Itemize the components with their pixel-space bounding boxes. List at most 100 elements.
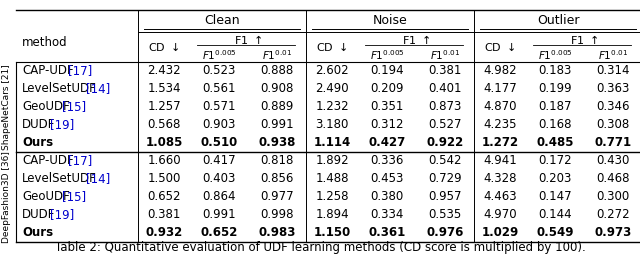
Text: 0.771: 0.771: [595, 136, 632, 149]
Text: 1.029: 1.029: [481, 227, 518, 240]
Text: LevelSetUDF: LevelSetUDF: [22, 82, 97, 95]
Text: 2.602: 2.602: [315, 64, 349, 77]
Text: ShapeNetCars [21]: ShapeNetCars [21]: [3, 64, 12, 150]
Text: 2.432: 2.432: [147, 64, 181, 77]
Text: 4.177: 4.177: [483, 82, 517, 95]
Text: 4.970: 4.970: [483, 209, 517, 222]
Text: 0.991: 0.991: [202, 209, 236, 222]
Text: 1.114: 1.114: [314, 136, 351, 149]
Text: 0.194: 0.194: [370, 64, 404, 77]
Text: 1.488: 1.488: [316, 173, 349, 186]
Text: 0.535: 0.535: [428, 209, 461, 222]
Text: 0.147: 0.147: [538, 191, 572, 204]
Text: 1.500: 1.500: [147, 173, 180, 186]
Text: 0.652: 0.652: [200, 227, 237, 240]
Text: 0.172: 0.172: [538, 154, 572, 167]
Text: 0.729: 0.729: [428, 173, 462, 186]
Text: F1 $\uparrow$: F1 $\uparrow$: [402, 33, 430, 46]
Text: 1.257: 1.257: [147, 100, 181, 113]
Text: 0.568: 0.568: [147, 118, 180, 131]
Text: 0.312: 0.312: [371, 118, 404, 131]
Text: 0.314: 0.314: [596, 64, 630, 77]
Text: 0.144: 0.144: [538, 209, 572, 222]
Text: 0.468: 0.468: [596, 173, 630, 186]
Text: [17]: [17]: [68, 154, 92, 167]
Text: 0.977: 0.977: [260, 191, 294, 204]
Text: 2.490: 2.490: [315, 82, 349, 95]
Text: 0.542: 0.542: [428, 154, 461, 167]
Text: 0.818: 0.818: [260, 154, 294, 167]
Text: 0.308: 0.308: [596, 118, 630, 131]
Text: 0.361: 0.361: [369, 227, 406, 240]
Text: DeepFashion3D [36]: DeepFashion3D [36]: [3, 151, 12, 243]
Text: 0.938: 0.938: [259, 136, 296, 149]
Text: 0.652: 0.652: [147, 191, 180, 204]
Text: 0.453: 0.453: [371, 173, 404, 186]
Text: 0.381: 0.381: [428, 64, 461, 77]
Text: 0.430: 0.430: [596, 154, 630, 167]
Text: 0.991: 0.991: [260, 118, 294, 131]
Text: 4.463: 4.463: [483, 191, 517, 204]
Text: 0.485: 0.485: [536, 136, 573, 149]
Text: 1.258: 1.258: [316, 191, 349, 204]
Text: 0.401: 0.401: [428, 82, 461, 95]
Text: 0.922: 0.922: [426, 136, 463, 149]
Text: Ours: Ours: [22, 136, 53, 149]
Text: 0.510: 0.510: [200, 136, 237, 149]
Text: $F1^{0.01}$: $F1^{0.01}$: [430, 48, 460, 62]
Text: 0.527: 0.527: [428, 118, 461, 131]
Text: 0.183: 0.183: [538, 64, 572, 77]
Text: 0.856: 0.856: [260, 173, 294, 186]
Text: 0.300: 0.300: [596, 191, 630, 204]
Text: CAP-UDF: CAP-UDF: [22, 64, 74, 77]
Text: LevelSetUDF: LevelSetUDF: [22, 173, 97, 186]
Text: Outlier: Outlier: [537, 15, 579, 28]
Text: 0.272: 0.272: [596, 209, 630, 222]
Text: F1 $\uparrow$: F1 $\uparrow$: [570, 33, 598, 46]
Text: [15]: [15]: [62, 191, 86, 204]
Text: 0.417: 0.417: [202, 154, 236, 167]
Text: 4.328: 4.328: [483, 173, 516, 186]
Text: 1.534: 1.534: [147, 82, 180, 95]
Text: CAP-UDF: CAP-UDF: [22, 154, 74, 167]
Text: [15]: [15]: [62, 100, 86, 113]
Text: 0.381: 0.381: [147, 209, 180, 222]
Text: 1.150: 1.150: [314, 227, 351, 240]
Text: CD $\downarrow$: CD $\downarrow$: [148, 41, 180, 53]
Text: 0.380: 0.380: [371, 191, 404, 204]
Text: method: method: [22, 37, 68, 50]
Text: Table 2: Quantitative evaluation of UDF learning methods (CD score is multiplied: Table 2: Quantitative evaluation of UDF …: [54, 241, 586, 254]
Text: 0.199: 0.199: [538, 82, 572, 95]
Text: 0.403: 0.403: [202, 173, 236, 186]
Text: 4.982: 4.982: [483, 64, 517, 77]
Text: $F1^{0.005}$: $F1^{0.005}$: [202, 48, 236, 62]
Text: 0.523: 0.523: [202, 64, 236, 77]
Text: 0.903: 0.903: [202, 118, 236, 131]
Text: 1.232: 1.232: [315, 100, 349, 113]
Text: 0.549: 0.549: [536, 227, 573, 240]
Text: 0.973: 0.973: [595, 227, 632, 240]
Text: 0.363: 0.363: [596, 82, 630, 95]
Text: 0.889: 0.889: [260, 100, 294, 113]
Text: [14]: [14]: [86, 173, 110, 186]
Text: 0.864: 0.864: [202, 191, 236, 204]
Text: 0.336: 0.336: [371, 154, 404, 167]
Text: Ours: Ours: [22, 227, 53, 240]
Text: 0.932: 0.932: [145, 227, 182, 240]
Text: Clean: Clean: [204, 15, 240, 28]
Text: 0.571: 0.571: [202, 100, 236, 113]
Text: 1.894: 1.894: [315, 209, 349, 222]
Text: 0.983: 0.983: [259, 227, 296, 240]
Text: 0.957: 0.957: [428, 191, 461, 204]
Text: 0.203: 0.203: [538, 173, 572, 186]
Text: $F1^{0.005}$: $F1^{0.005}$: [370, 48, 404, 62]
Text: 0.209: 0.209: [371, 82, 404, 95]
Text: 1.660: 1.660: [147, 154, 181, 167]
Text: [19]: [19]: [50, 118, 74, 131]
Text: [19]: [19]: [50, 209, 74, 222]
Text: 0.908: 0.908: [260, 82, 294, 95]
Text: F1 $\uparrow$: F1 $\uparrow$: [234, 33, 262, 46]
Text: $F1^{0.01}$: $F1^{0.01}$: [598, 48, 628, 62]
Text: [14]: [14]: [86, 82, 110, 95]
Text: CD $\downarrow$: CD $\downarrow$: [484, 41, 516, 53]
